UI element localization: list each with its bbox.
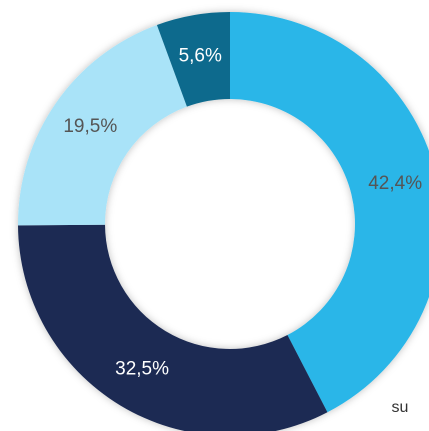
- data-label: 42,4%: [368, 173, 422, 194]
- donut-slice: [18, 224, 328, 431]
- data-label: 32,5%: [115, 359, 169, 380]
- donut: [18, 12, 429, 431]
- data-label: 19,5%: [63, 116, 117, 137]
- legend-fragment: su: [392, 399, 409, 416]
- donut-slice: [230, 12, 429, 413]
- data-label: 5,6%: [179, 46, 222, 67]
- donut-slice: [156, 12, 230, 107]
- donut-slice: [18, 24, 187, 226]
